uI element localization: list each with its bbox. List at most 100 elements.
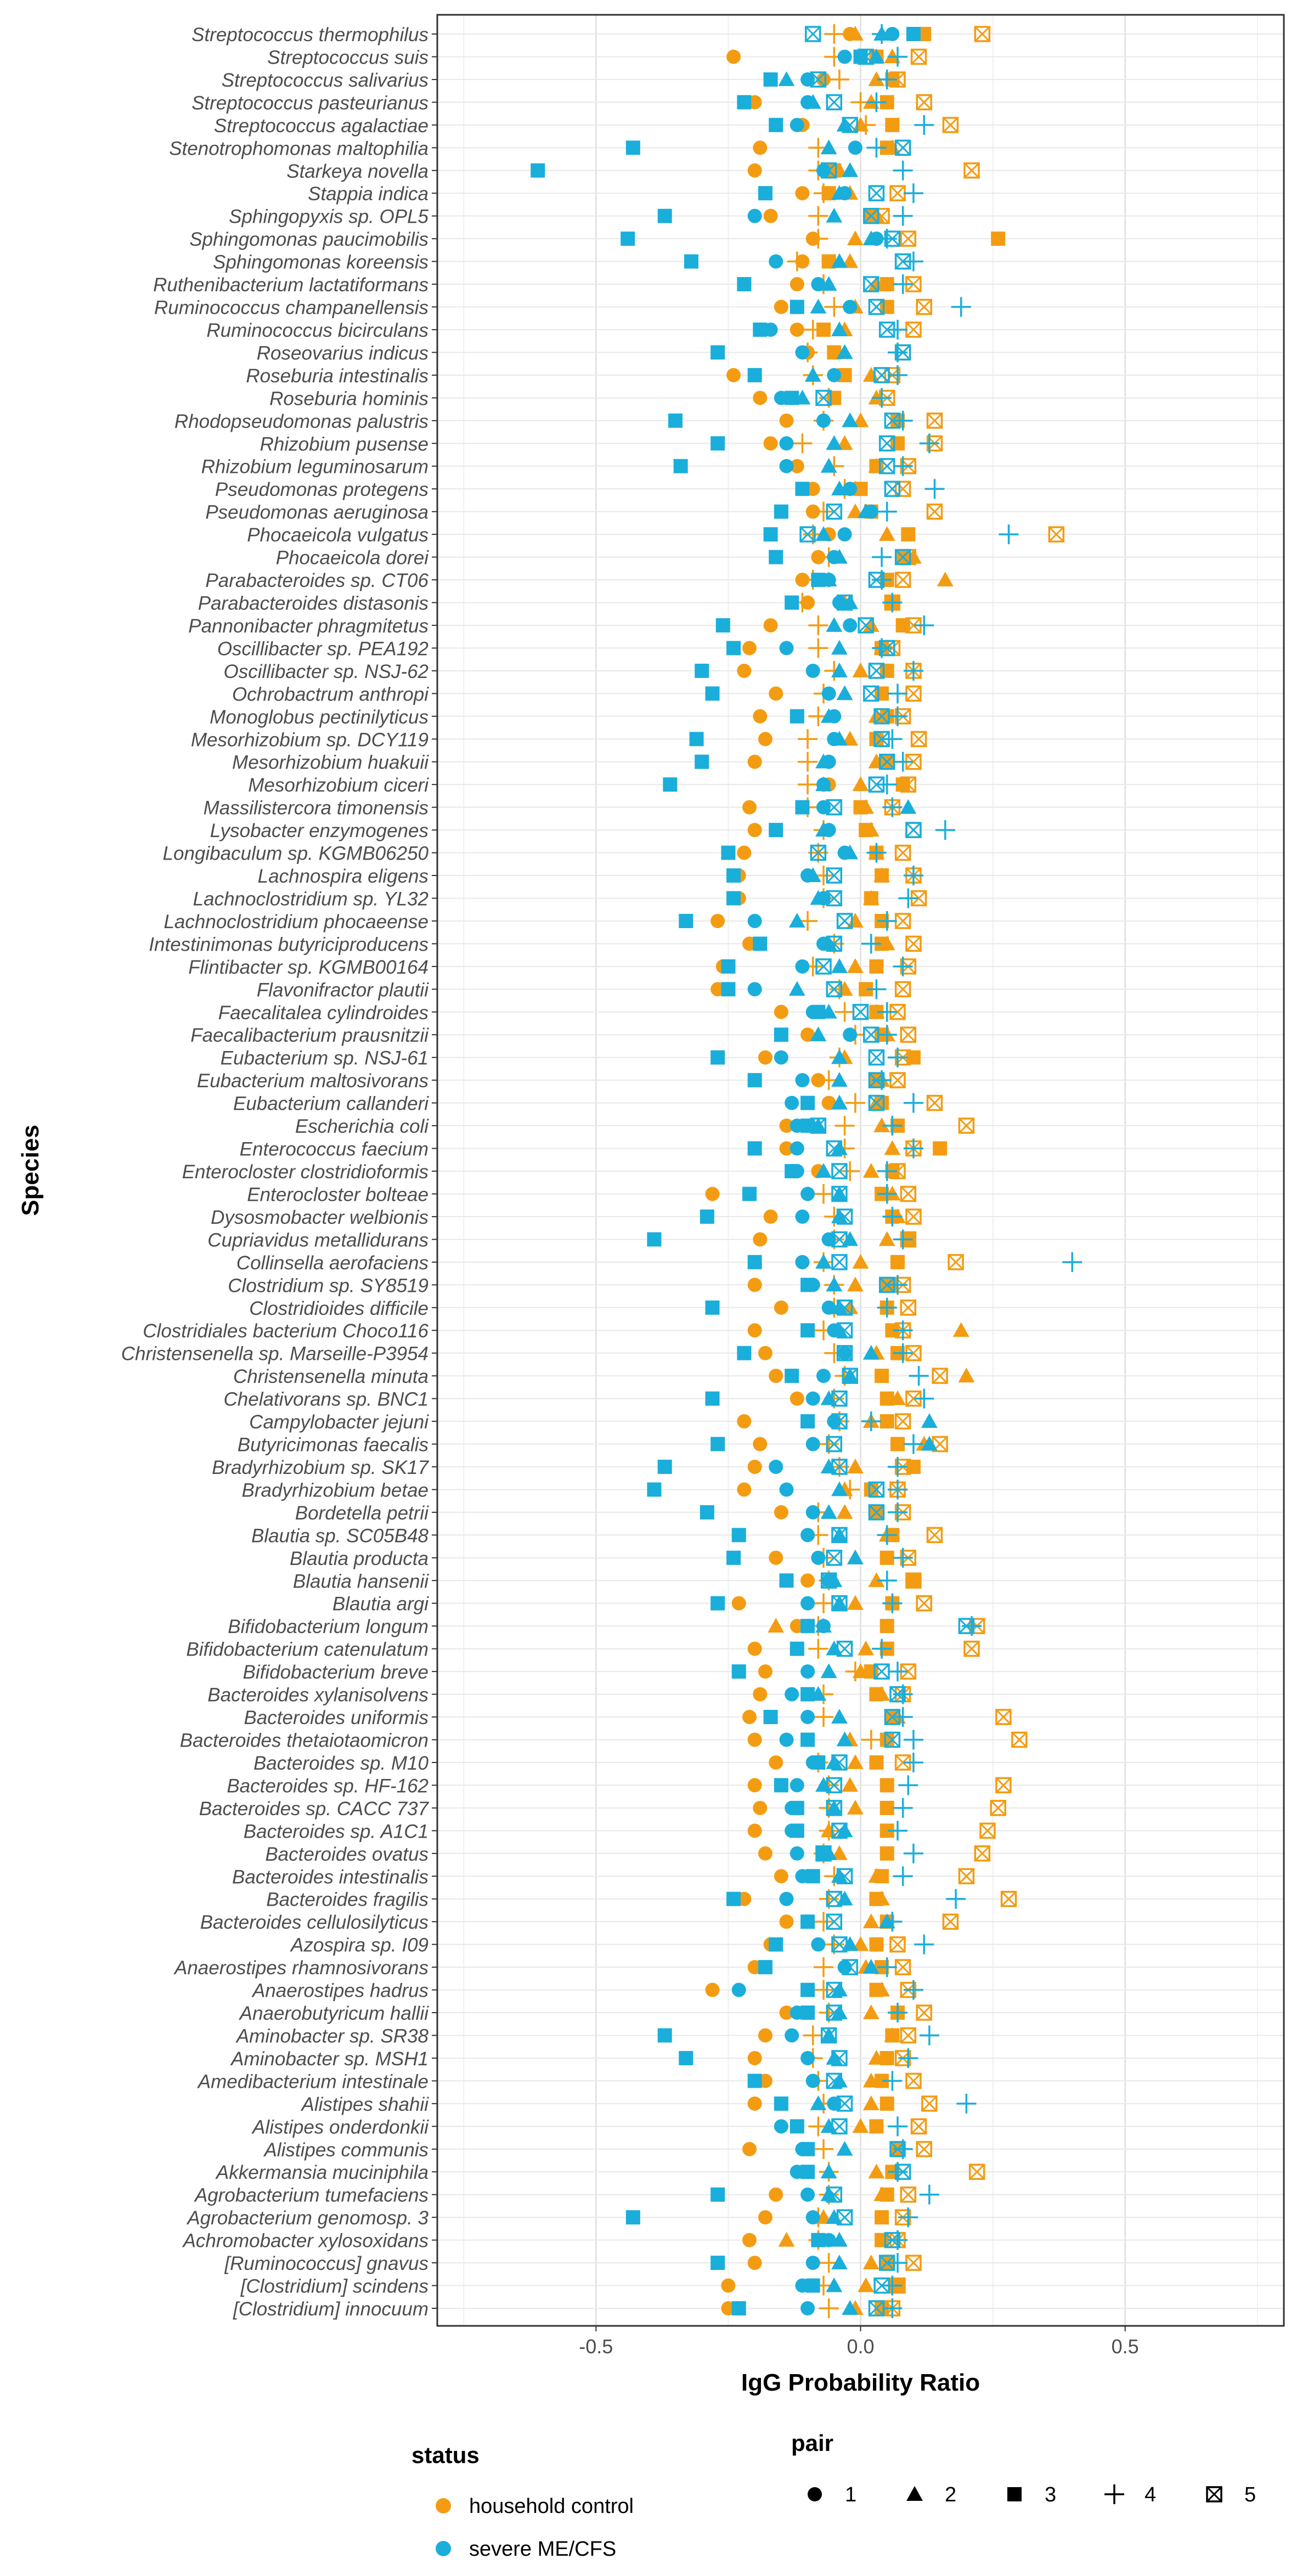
- data-point: [888, 1662, 908, 1682]
- data-point: [889, 1936, 906, 1953]
- data-point: [747, 1778, 762, 1793]
- data-point: [958, 1368, 975, 1383]
- boxed-x-box: [958, 1618, 975, 1634]
- boxed-x-line: [879, 640, 895, 656]
- boxed-x-line: [826, 890, 842, 906]
- data-point: [800, 2142, 815, 2156]
- data-point: [747, 1641, 762, 1656]
- boxed-x-box: [831, 1595, 848, 1612]
- boxed-x-line: [831, 2050, 847, 2066]
- boxed-x-line: [853, 1004, 869, 1020]
- data-point: [884, 2232, 901, 2249]
- boxed-x-box: [995, 1777, 1012, 1794]
- boxed-x-line: [863, 208, 879, 224]
- data-point: [815, 1845, 832, 1862]
- data-point: [726, 868, 741, 883]
- boxed-x-line: [900, 231, 916, 247]
- data-point: [819, 2298, 839, 2318]
- data-point: [753, 391, 768, 405]
- boxed-x-box: [820, 162, 837, 179]
- data-point: [924, 479, 945, 499]
- data-point: [808, 1639, 828, 1659]
- data-point: [903, 1980, 923, 2000]
- data-point: [1062, 1252, 1083, 1272]
- y-tick-label: [Ruminococcus] gnavus: [224, 2253, 429, 2274]
- data-point: [804, 366, 821, 382]
- data-point: [910, 48, 927, 65]
- boxed-x-line: [874, 708, 890, 724]
- data-point: [991, 231, 1006, 246]
- data-point: [885, 27, 900, 41]
- y-tick-label: Flavonifractor plautii: [257, 979, 429, 1001]
- data-point: [820, 2186, 837, 2201]
- data-point: [747, 1823, 762, 1838]
- data-point: [827, 1414, 842, 1429]
- y-tick-label: Massilistercora timonensis: [204, 798, 429, 819]
- y-tick-label: Escherichia coli: [295, 1116, 429, 1137]
- data-point: [879, 2096, 894, 2111]
- boxed-x-box: [900, 776, 917, 793]
- data-point: [866, 92, 887, 112]
- data-point: [821, 686, 836, 701]
- boxed-x-box: [842, 117, 858, 133]
- data-point: [862, 2004, 879, 2019]
- y-tick-label: Clostridiales bacterium Choco116: [143, 1320, 429, 1342]
- data-point: [863, 207, 879, 224]
- boxed-x-box: [873, 367, 890, 383]
- data-point: [831, 1981, 848, 1997]
- data-point: [858, 503, 875, 518]
- data-point: [831, 1413, 848, 1430]
- boxed-x-box: [831, 1185, 848, 1202]
- boxed-x-box: [905, 1572, 922, 1589]
- data-point: [795, 959, 810, 974]
- data-point: [910, 731, 927, 748]
- boxed-x-box: [968, 2163, 985, 2180]
- data-point: [811, 1073, 826, 1088]
- data-point: [769, 1459, 783, 1474]
- data-point: [831, 1254, 848, 1270]
- boxed-x-line: [879, 436, 895, 451]
- data-point: [869, 1687, 884, 1702]
- legend-pair-key: [1104, 2484, 1124, 2504]
- boxed-x-line: [959, 1118, 974, 1134]
- data-point: [808, 615, 828, 635]
- boxed-x-line: [884, 231, 900, 247]
- data-point: [842, 253, 859, 268]
- y-tick-label: Bacteroides cellulosilyticus: [200, 1912, 429, 1933]
- boxed-x-box: [878, 435, 895, 452]
- data-point: [878, 1231, 895, 1246]
- data-point: [758, 732, 773, 747]
- boxed-x-line: [911, 890, 927, 906]
- data-point: [625, 2210, 640, 2225]
- y-tick-label: Mesorhizobium ciceri: [248, 775, 429, 796]
- data-point: [884, 230, 901, 247]
- boxed-x-box: [916, 298, 932, 315]
- data-point: [742, 641, 757, 656]
- boxed-x-box: [995, 1709, 1012, 1725]
- boxed-x-box: [836, 1345, 853, 1362]
- data-point: [800, 1027, 815, 1042]
- data-point: [958, 1117, 975, 1134]
- data-point: [778, 71, 795, 86]
- y-tick-label: Lachnoclostridium sp. YL32: [193, 888, 429, 909]
- boxed-x-line: [863, 686, 879, 702]
- data-point: [831, 2004, 848, 2019]
- data-point: [811, 573, 826, 587]
- y-tick-label: Mesorhizobium sp. DCY119: [191, 729, 429, 750]
- data-point: [804, 867, 821, 882]
- boxed-x-box: [916, 2141, 932, 2157]
- data-point: [890, 1255, 905, 1269]
- boxed-x-line: [874, 2278, 890, 2293]
- boxed-x-box: [878, 321, 895, 338]
- boxed-x-line: [858, 49, 874, 65]
- y-tick-label: Eubacterium callanderi: [233, 1093, 429, 1115]
- data-points: [531, 24, 1083, 2318]
- data-point: [747, 163, 762, 178]
- boxed-x-line: [869, 1049, 884, 1065]
- boxed-x-box: [826, 94, 843, 111]
- data-point: [769, 550, 783, 564]
- data-point: [831, 662, 848, 677]
- data-point: [893, 410, 913, 431]
- boxed-x-line: [948, 1254, 964, 1270]
